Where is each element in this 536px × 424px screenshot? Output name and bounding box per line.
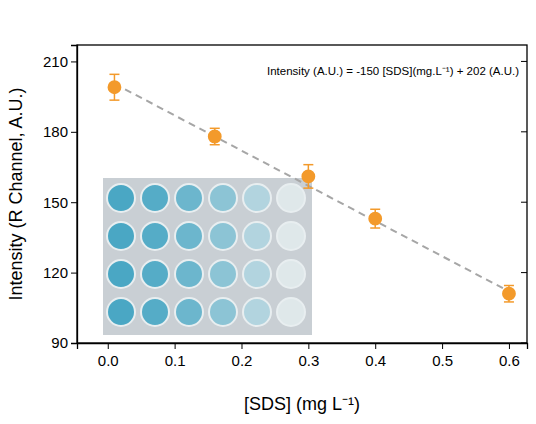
inset-well (277, 260, 305, 288)
chart: 0.0 0.1 0.2 0.3 0.4 0.5 0.6 90 120 150 180 210 Inten… (0, 0, 536, 424)
x-tick: 0.5 (432, 343, 453, 369)
x-axis-line (78, 344, 528, 350)
inset-well (141, 222, 169, 250)
y-tick: 120 (43, 264, 77, 281)
inset-photo (103, 178, 312, 335)
y-tick: 210 (43, 53, 77, 70)
data-point (108, 80, 122, 94)
inset-well (107, 298, 135, 326)
y-tick-label: 120 (43, 264, 68, 281)
y-tick: 180 (43, 123, 77, 140)
y-tick-mark (71, 202, 77, 203)
inset-well (243, 184, 271, 212)
x-tick-label: 0.3 (298, 352, 319, 369)
x-tick-label: 0.2 (232, 352, 253, 369)
right-tick-mark (521, 202, 527, 203)
error-cap (370, 227, 380, 229)
x-tick-label: 0.6 (499, 352, 520, 369)
data-point (208, 130, 222, 144)
error-cap (504, 301, 514, 303)
error-cap (109, 74, 119, 76)
y-tick: 150 (43, 194, 77, 211)
inset-well (175, 260, 203, 288)
x-tick: 0.1 (165, 343, 186, 369)
x-tick-mark (241, 343, 242, 349)
error-cap (370, 209, 380, 211)
inset-background (103, 178, 312, 335)
x-tick-mark (375, 343, 376, 349)
error-cap (504, 285, 514, 287)
error-cap (210, 144, 220, 146)
plot: 0.0 0.1 0.2 0.3 0.4 0.5 0.6 90 120 150 180 210 Inten… (43, 45, 528, 369)
inset-well (209, 184, 237, 212)
inset-well (141, 260, 169, 288)
y-tick-mark (71, 343, 77, 344)
right-tick-mark (521, 343, 527, 344)
marks (108, 74, 516, 302)
inset-well (175, 298, 203, 326)
inset-well (243, 298, 271, 326)
x-tick-mark (108, 343, 109, 349)
y-tick-mark (71, 273, 77, 274)
x-tick-label: 0.0 (98, 352, 119, 369)
inset-well (175, 184, 203, 212)
x-tick-mark (308, 343, 309, 349)
fit-line (114, 84, 509, 292)
y-tick-mark (71, 132, 77, 133)
inset-well (107, 222, 135, 250)
inset-well (209, 222, 237, 250)
y-tick-label: 150 (43, 194, 68, 211)
right-ticks (521, 61, 527, 343)
inset-well (141, 184, 169, 212)
data-point (368, 212, 382, 226)
equation: Intensity (A.U.) = -150 [SDS](mg.L⁻¹) + … (267, 65, 519, 77)
y-axis: 90 120 150 180 210 (43, 46, 78, 352)
x-tick: 0.6 (499, 343, 520, 369)
x-tick: 0.2 (232, 343, 253, 369)
error-cap (303, 164, 313, 166)
x-tick-label: 0.4 (365, 352, 386, 369)
inset-well (107, 184, 135, 212)
y-tick-label: 210 (43, 53, 68, 70)
y-tick-label: 90 (51, 334, 68, 351)
x-axis-title: [SDS] (mg L⁻¹) (244, 394, 360, 414)
right-tick-mark (521, 272, 527, 273)
error-cap (109, 99, 119, 101)
inset-well (243, 222, 271, 250)
x-tick-label: 0.5 (432, 352, 453, 369)
inset-well (243, 260, 271, 288)
right-tick-mark (521, 61, 527, 62)
x-tick: 0.0 (98, 343, 119, 369)
plot-frame (77, 45, 527, 343)
inset-well (141, 298, 169, 326)
x-axis: 0.0 0.1 0.2 0.3 0.4 0.5 0.6 (78, 343, 528, 369)
x-tick-mark (509, 343, 510, 349)
error-cap (210, 128, 220, 130)
x-tick: 0.3 (298, 343, 319, 369)
x-tick-mark (175, 343, 176, 349)
y-axis-title: Intensity (R Channel, A.U.) (6, 87, 26, 300)
error-cap (303, 187, 313, 189)
y-tick: 90 (51, 334, 77, 351)
inset-well (175, 222, 203, 250)
right-tick-mark (521, 131, 527, 132)
x-tick-label: 0.1 (165, 352, 186, 369)
y-tick-mark (71, 61, 77, 62)
inset-well (277, 298, 305, 326)
y-tick-label: 180 (43, 123, 68, 140)
x-tick: 0.4 (365, 343, 386, 369)
inset-well (209, 260, 237, 288)
inset-well (277, 184, 305, 212)
x-tick-mark (442, 343, 443, 349)
inset-well (107, 260, 135, 288)
data-point (502, 287, 516, 301)
inset-well (277, 222, 305, 250)
inset-well (209, 298, 237, 326)
y-axis-line (71, 46, 78, 344)
data-point (301, 169, 315, 183)
